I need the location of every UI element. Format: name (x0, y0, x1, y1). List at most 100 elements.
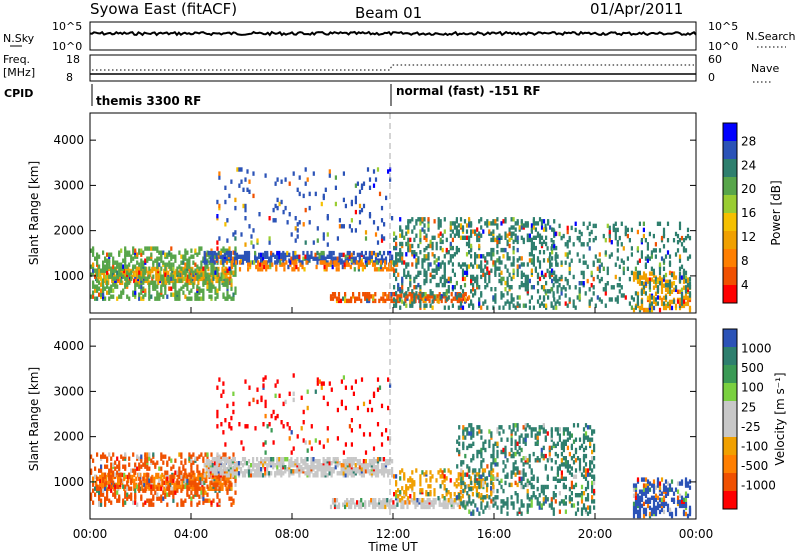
range-cell (471, 492, 474, 497)
range-cell (124, 276, 127, 281)
range-cell (386, 502, 389, 507)
range-cell (492, 476, 495, 481)
range-cell (304, 181, 307, 186)
nave-tick-bottom: 0 (708, 71, 715, 84)
range-cell (250, 463, 253, 468)
range-cell (682, 246, 686, 251)
range-cell (138, 248, 141, 253)
range-cell (594, 235, 597, 241)
range-cell (449, 254, 452, 259)
range-cell (328, 461, 331, 466)
range-cell (148, 294, 151, 299)
range-cell (666, 285, 670, 290)
range-cell (380, 218, 384, 223)
range-cell (666, 301, 670, 307)
range-cell (338, 252, 341, 258)
range-cell (470, 254, 473, 259)
range-cell (478, 480, 481, 486)
range-cell (376, 252, 380, 258)
range-cell (664, 279, 668, 284)
range-cell (116, 470, 119, 475)
range-cell (468, 509, 471, 514)
range-cell (406, 500, 409, 505)
range-cell (538, 295, 542, 300)
range-cell (668, 260, 672, 265)
range-cell (130, 468, 133, 473)
range-cell (357, 264, 360, 270)
range-cell (540, 425, 543, 430)
range-cell (171, 278, 174, 284)
range-cell (558, 427, 561, 432)
range-cell (356, 502, 359, 507)
range-cell (234, 286, 237, 291)
range-cell (394, 504, 397, 510)
range-cell (443, 496, 446, 501)
range-cell (472, 441, 475, 446)
range-cell (470, 221, 473, 226)
range-cell (331, 292, 335, 297)
range-cell (374, 500, 377, 505)
range-cell (552, 495, 555, 500)
range-cell (478, 254, 481, 259)
range-cell (418, 500, 421, 505)
range-cell (244, 216, 247, 221)
range-cell (362, 181, 366, 186)
range-cell (306, 177, 309, 182)
range-cell (92, 268, 95, 273)
range-cell (384, 498, 387, 503)
range-cell (337, 296, 341, 301)
range-cell (562, 476, 565, 481)
range-cell (276, 250, 279, 256)
range-cell (568, 270, 571, 276)
range-cell (616, 256, 619, 261)
range-cell (194, 248, 197, 253)
range-cell (434, 498, 437, 503)
range-cell (201, 276, 204, 282)
range-cell (201, 472, 204, 478)
range-cell (592, 260, 595, 265)
range-cell (496, 258, 499, 263)
range-cell (190, 480, 193, 485)
range-cell (470, 458, 473, 463)
range-cell (616, 283, 619, 288)
range-cell (378, 498, 381, 503)
range-cell (250, 240, 253, 245)
range-cell (562, 285, 565, 290)
range-cell (266, 471, 269, 476)
range-cell (544, 484, 547, 490)
range-cell (428, 294, 431, 299)
range-cell (216, 492, 219, 497)
range-cell (252, 473, 255, 478)
range-cell (122, 288, 125, 293)
range-cell (458, 504, 461, 510)
range-cell (320, 201, 323, 207)
range-cell (405, 225, 408, 230)
range-cell (357, 267, 360, 272)
range-cell (210, 248, 213, 253)
range-cell (138, 482, 141, 487)
range-cell (678, 258, 682, 263)
range-cell (428, 500, 431, 505)
range-cell (202, 468, 205, 473)
range-cell (202, 456, 205, 461)
range-cell (468, 264, 471, 269)
range-cell (223, 461, 226, 466)
range-cell (558, 223, 561, 229)
range-cell (518, 264, 521, 269)
range-cell (392, 292, 395, 297)
range-cell (549, 289, 552, 294)
range-cell (100, 268, 103, 273)
range-cell (240, 167, 243, 172)
range-cell (400, 292, 403, 297)
range-cell (514, 439, 517, 444)
range-cell (314, 256, 317, 261)
range-cell (438, 498, 441, 503)
range-cell (254, 463, 257, 468)
range-cell (545, 241, 548, 247)
range-cell (184, 478, 187, 483)
range-cell (355, 260, 358, 265)
range-cell (442, 504, 445, 510)
range-cell (192, 260, 195, 265)
range-cell (445, 247, 448, 253)
range-cell (416, 498, 419, 503)
